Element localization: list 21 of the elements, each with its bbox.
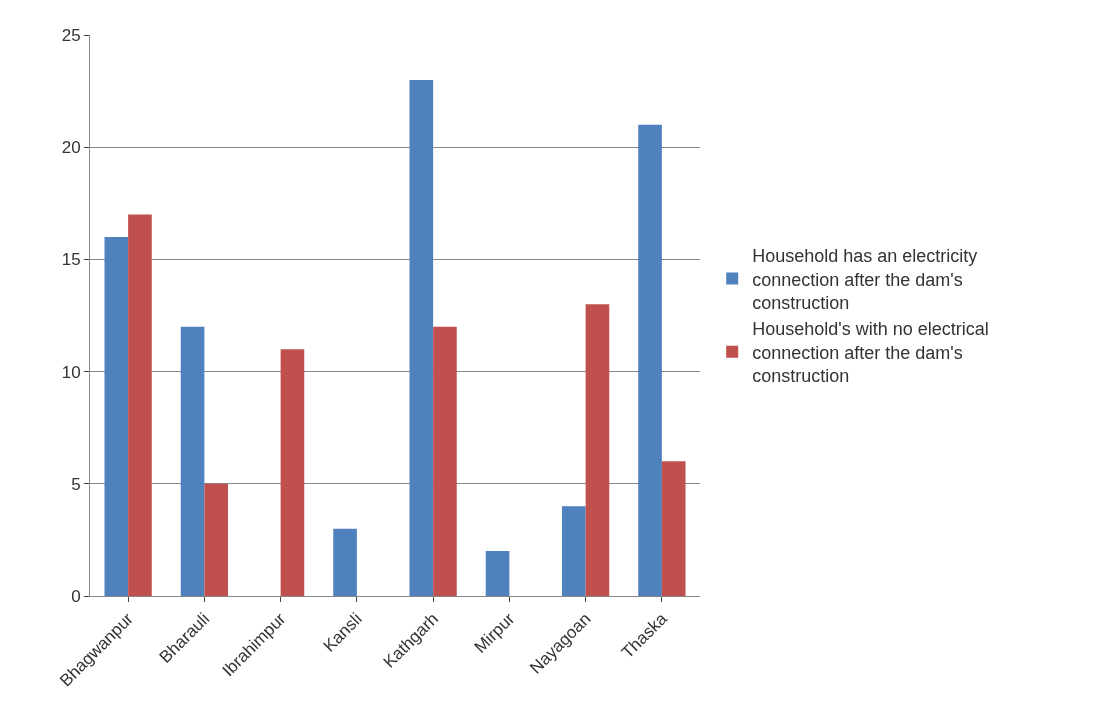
y-tick-label: 25 bbox=[61, 25, 81, 45]
legend-label: Household's with no electrical connection after the dam's construction bbox=[752, 319, 989, 387]
bar bbox=[585, 304, 610, 596]
bar bbox=[104, 236, 129, 596]
bar bbox=[204, 483, 229, 596]
y-tick-label: 5 bbox=[71, 474, 81, 494]
bar bbox=[433, 326, 457, 596]
legend-label: Household has an electricity connection after the dam's construction bbox=[752, 246, 978, 314]
bar bbox=[180, 326, 205, 596]
y-tick-label: 10 bbox=[61, 362, 81, 382]
bar bbox=[561, 506, 586, 596]
bar bbox=[333, 528, 357, 596]
bar bbox=[485, 551, 510, 596]
bar bbox=[280, 349, 305, 596]
bar bbox=[409, 79, 434, 596]
bar bbox=[128, 214, 152, 596]
y-tick-label: 20 bbox=[61, 138, 81, 158]
y-tick-label: 0 bbox=[71, 586, 81, 606]
bar bbox=[661, 461, 686, 596]
bar bbox=[638, 124, 662, 596]
y-tick-label: 15 bbox=[61, 250, 81, 270]
